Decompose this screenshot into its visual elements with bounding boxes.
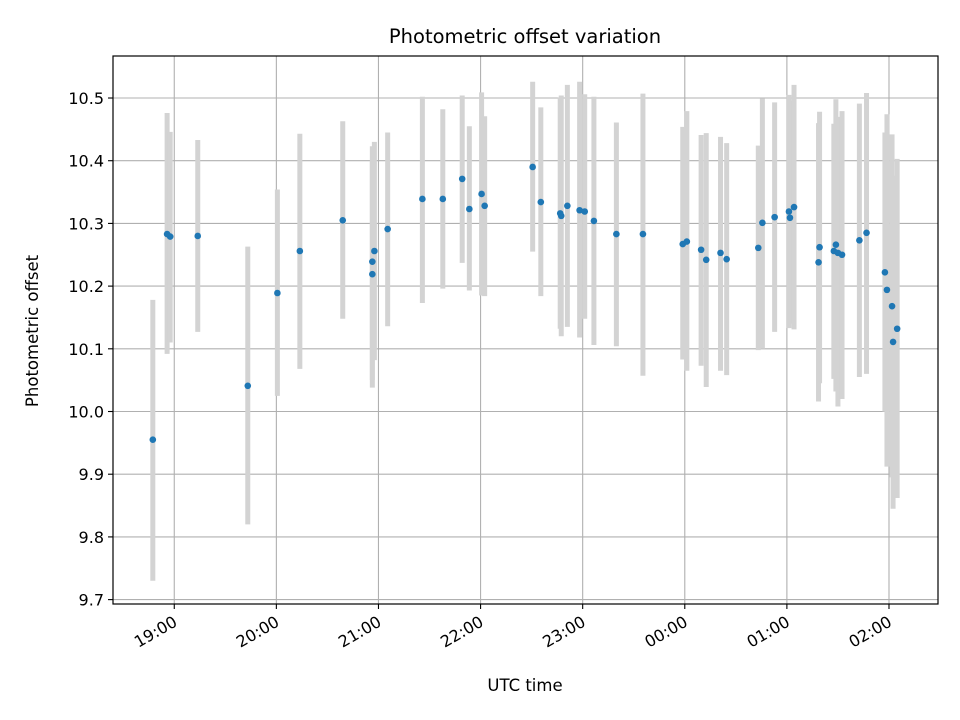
data-point — [384, 225, 391, 233]
data-point — [832, 241, 840, 249]
y-tick-label: 10.2 — [68, 277, 104, 296]
data-point — [274, 289, 281, 297]
data-point — [697, 246, 705, 254]
chart-title: Photometric offset variation — [389, 25, 661, 48]
data-point — [702, 256, 710, 264]
data-point — [339, 216, 347, 224]
data-point — [717, 249, 724, 257]
data-point — [856, 237, 863, 244]
data-point — [166, 233, 174, 240]
data-point — [537, 198, 545, 206]
data-point — [881, 269, 889, 276]
data-point — [564, 202, 571, 210]
data-point — [888, 302, 896, 310]
data-point — [466, 205, 473, 213]
y-axis-label: Photometric offset — [23, 254, 42, 407]
data-point — [613, 230, 620, 238]
y-tick-label: 10.5 — [68, 89, 104, 108]
y-axis-ticks: 9.7 9.8 9.9 10.0 10.1 10.2 10.3 10.4 10.5 — [68, 89, 113, 610]
plot-frame — [112, 55, 939, 605]
data-point — [790, 203, 798, 211]
data-point — [149, 436, 157, 444]
data-point — [683, 238, 691, 245]
y-tick-label: 10.4 — [68, 152, 104, 171]
data-point — [639, 230, 647, 238]
y-tick-label: 10.1 — [68, 340, 104, 359]
data-point — [590, 217, 598, 225]
data-point — [785, 208, 793, 215]
data-point — [371, 247, 378, 255]
y-tick-label: 9.8 — [79, 528, 104, 547]
data-point — [478, 190, 485, 198]
data-point — [883, 286, 891, 294]
data-points — [149, 163, 901, 444]
data-point — [863, 229, 870, 237]
data-point — [815, 258, 822, 266]
data-point — [754, 244, 762, 252]
data-point — [893, 325, 901, 333]
data-point — [557, 212, 565, 220]
data-point — [723, 255, 730, 263]
data-point — [786, 214, 794, 222]
data-point — [759, 219, 766, 227]
data-point — [889, 338, 897, 346]
data-point — [838, 251, 846, 259]
data-point — [816, 243, 823, 251]
x-axis-label: UTC time — [487, 676, 562, 695]
data-point — [481, 202, 488, 210]
data-point — [369, 258, 376, 265]
data-point — [771, 213, 778, 221]
y-tick-label: 10.3 — [68, 214, 104, 233]
data-point — [419, 195, 426, 203]
data-point — [369, 270, 376, 278]
data-point — [296, 247, 304, 255]
y-tick-label: 10.0 — [68, 403, 104, 422]
data-point — [458, 175, 466, 183]
data-point — [244, 382, 252, 390]
data-point — [529, 163, 536, 171]
data-point — [576, 206, 583, 214]
data-point — [194, 232, 202, 240]
y-tick-label: 9.9 — [79, 465, 104, 484]
data-point — [439, 195, 447, 203]
data-point — [581, 208, 589, 215]
y-tick-label: 9.7 — [79, 591, 104, 610]
